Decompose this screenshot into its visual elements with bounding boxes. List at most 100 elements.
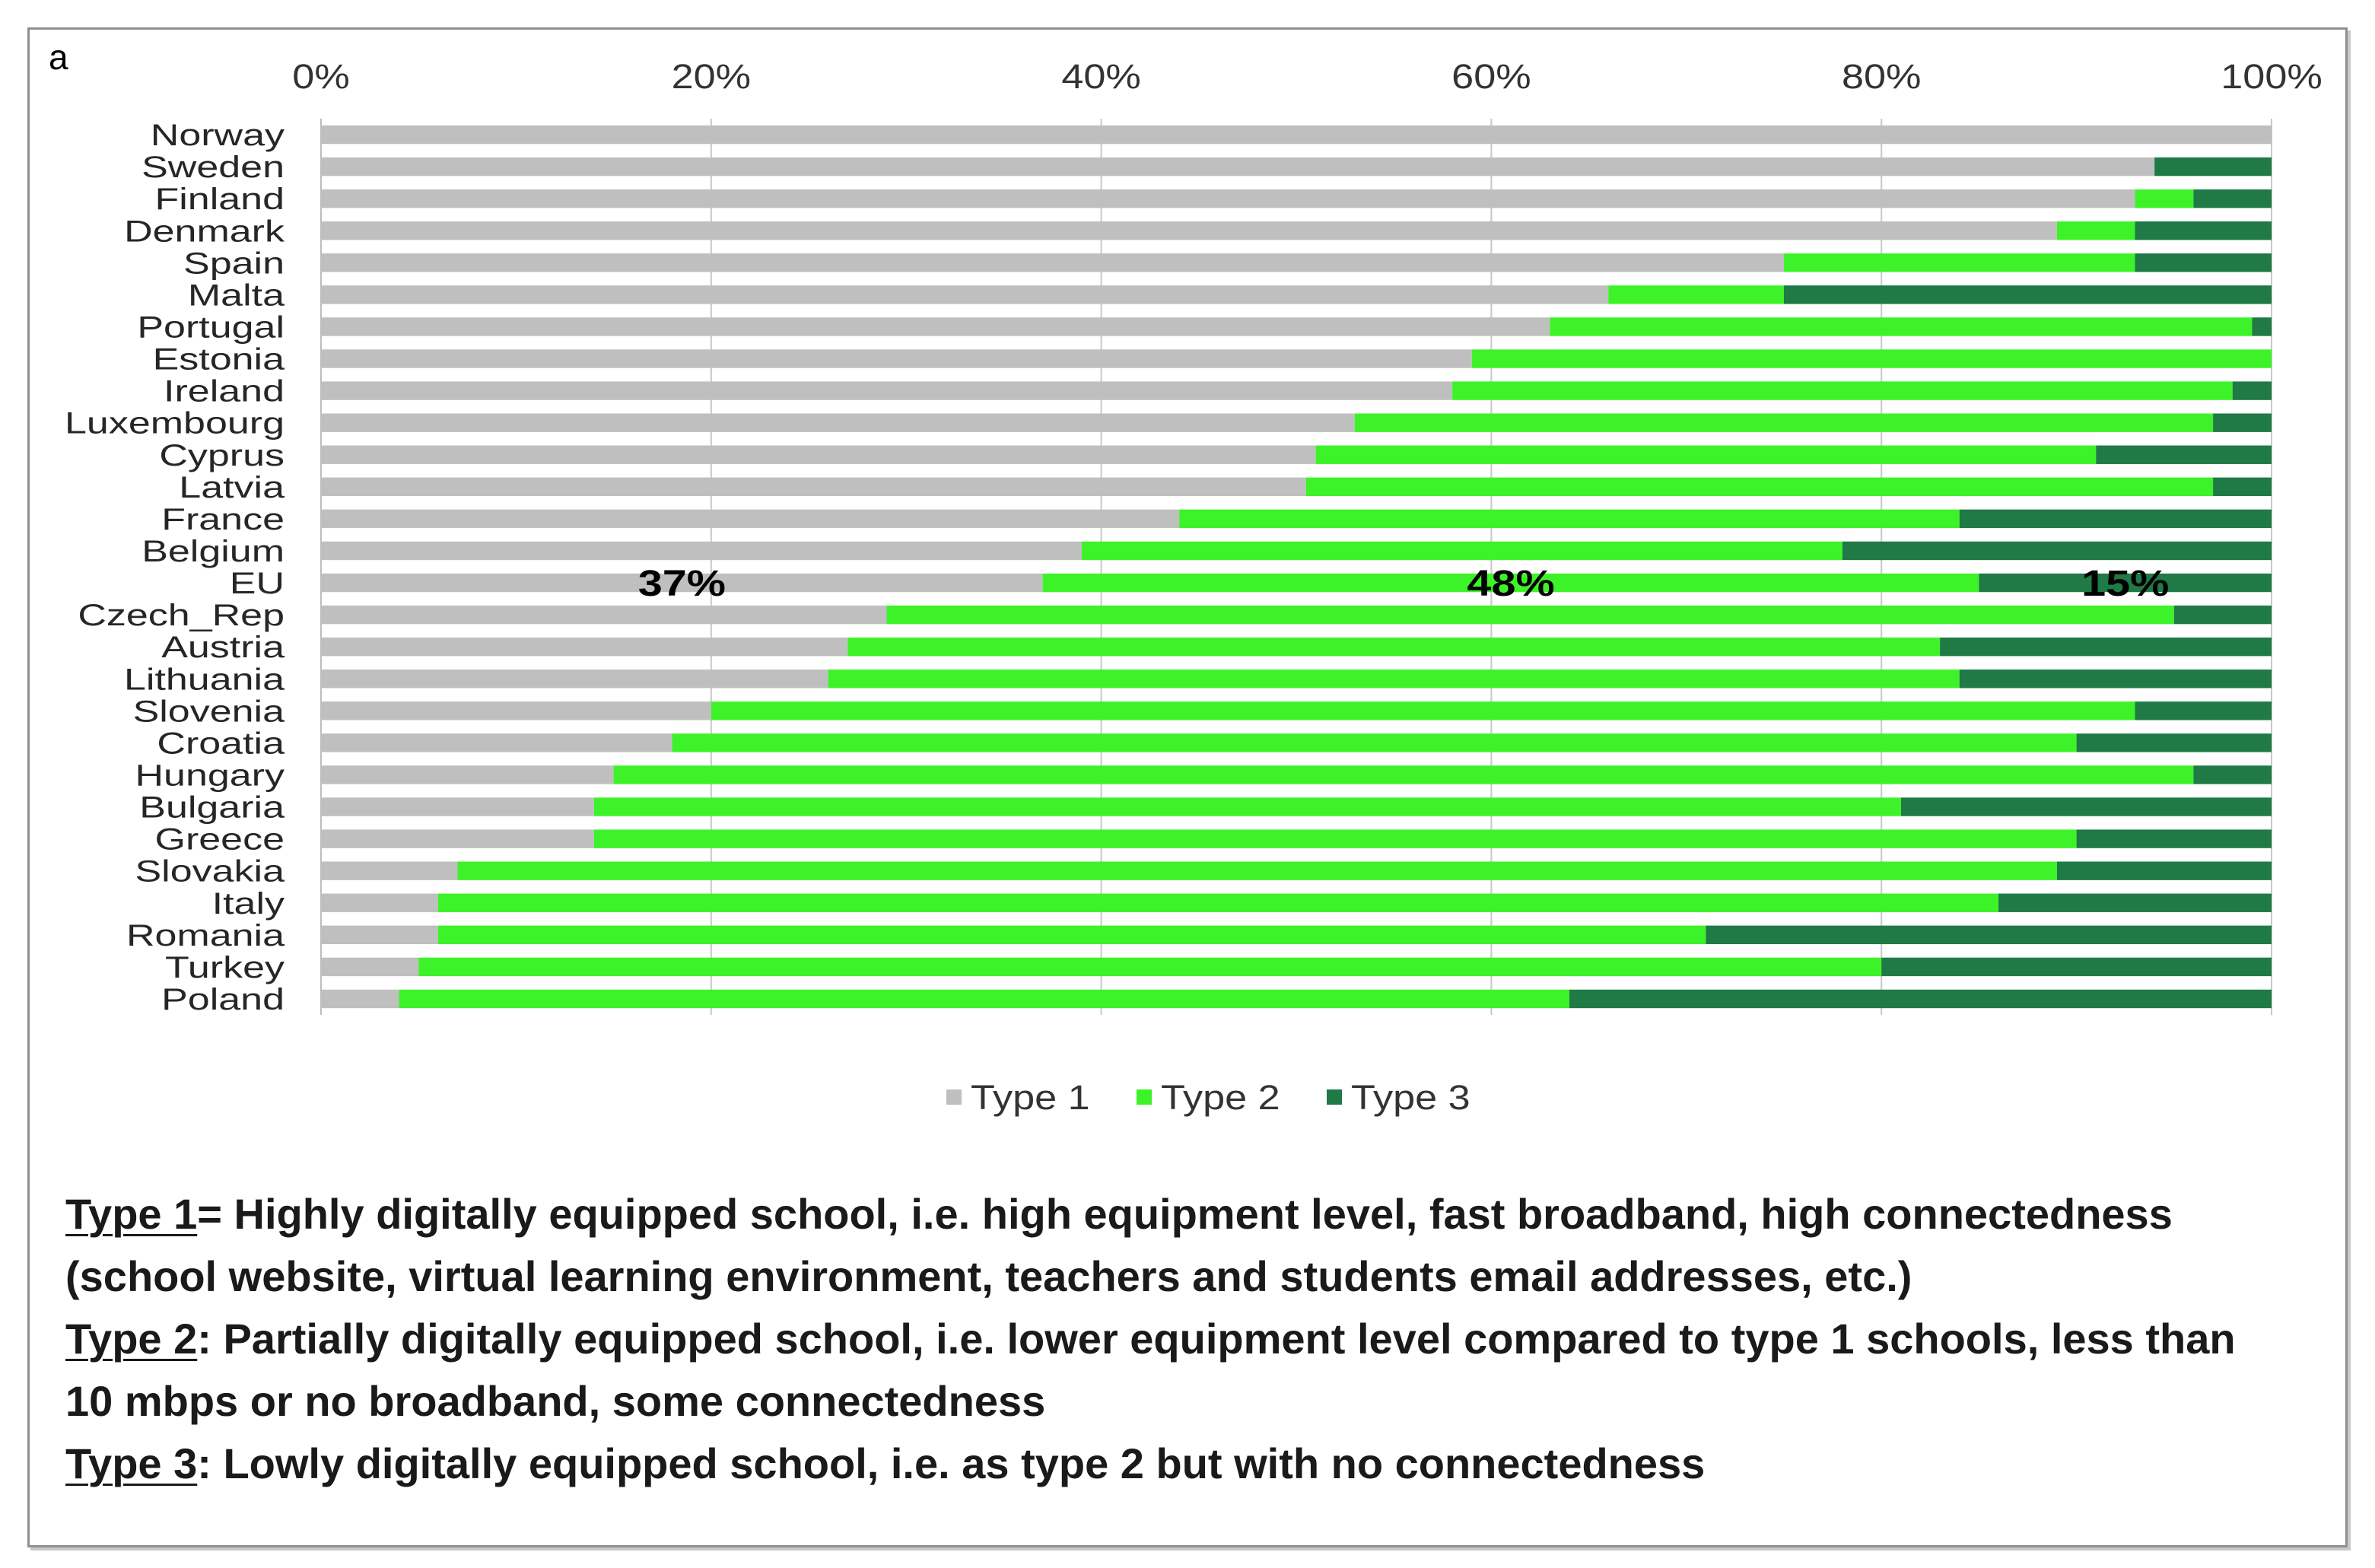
bar-segment-type-1 [321,701,711,720]
x-tick-label: 20% [672,58,751,96]
category-label: Denmark [124,214,285,248]
bar-row-sweden [321,157,2272,177]
bar-segment-type-2 [2135,189,2194,208]
bar-segment-type-2 [613,765,2194,784]
bar-row-portugal [321,317,2272,336]
bar-segment-type-1 [321,957,419,977]
bar-row-belgium [321,541,2272,561]
bar-row-ireland [321,381,2272,400]
bar-segment-type-2 [418,957,1882,977]
definition-term-type-2: Type 2 [65,1315,198,1363]
bar-segment-type-3 [2213,413,2272,432]
bar-segment-type-1 [321,125,2272,145]
bar-segment-type-3 [1842,541,2272,561]
bar-segment-type-3 [1881,957,2272,977]
definition-term-type-3: Type 3 [65,1439,198,1487]
category-label: Lithuania [124,662,285,696]
bar-segment-type-1 [321,317,1550,336]
category-label: France [161,502,285,536]
category-label: Turkey [165,950,285,984]
bar-segment-type-3 [2232,381,2272,400]
bar-segment-type-3 [2135,221,2272,240]
definition-type-1-line-1: Type 1= Highly digitally equipped school… [65,1183,2236,1245]
bar-segment-type-1 [321,413,1355,432]
figure-frame [27,27,2348,1547]
bar-segment-type-2 [1784,253,2135,272]
bar-row-croatia [321,733,2272,752]
bar-segment-type-3 [2096,445,2272,464]
bar-segment-type-3 [2193,189,2272,208]
bar-segment-type-1 [321,541,1082,561]
bar-segment-type-1 [321,765,614,784]
definition-type-2-line-2: 10 mbps or no broadband, some connectedn… [65,1370,2236,1433]
bar-segment-type-1 [321,893,438,912]
category-label: Ireland [164,374,285,408]
bar-row-romania [321,925,2272,945]
x-axis-tick-labels: 0% 20% 40% 60% 80% 100% [292,58,2322,96]
category-label: Portugal [137,310,285,344]
bar-segment-type-1 [321,285,1609,304]
category-label: Romania [126,918,285,953]
bar-segment-type-1 [321,797,594,816]
bar-row-bulgaria [321,797,2272,816]
bar-row-czech-rep [321,605,2272,625]
definition-type-2-line-1: Type 2: Partially digitally equipped sch… [65,1308,2236,1370]
bars [321,125,2272,1009]
bar-segment-type-2 [1452,381,2233,400]
stacked-bar-chart: 0% 20% 40% 60% 80% 100% NorwaySwedenFinlandDen… [65,58,2323,1117]
data-label: 15% [2081,563,2169,603]
bar-segment-type-1 [321,445,1316,464]
category-label: Latvia [179,470,285,504]
definition-text: : Partially digitally equipped school, i… [197,1315,2236,1363]
bar-segment-type-3 [1959,670,2272,689]
bar-segment-type-2 [1042,573,1979,593]
bar-row-poland [321,989,2272,1009]
category-label: Cyprus [159,438,285,472]
bar-row-austria [321,637,2272,657]
bar-row-estonia [321,349,2272,368]
category-labels: NorwaySwedenFinlandDenmarkSpainMaltaPort… [65,118,285,1016]
category-label: Greece [155,822,285,856]
bar-row-turkey [321,957,2272,977]
bar-row-lithuania [321,670,2272,689]
bar-row-finland [321,189,2272,208]
bar-segment-type-1 [321,189,2135,208]
bar-segment-type-2 [1608,285,1784,304]
bar-segment-type-2 [1315,445,2097,464]
bar-segment-type-1 [321,637,848,657]
category-label: Czech_Rep [78,598,285,632]
definition-type-3-line-1: Type 3: Lowly digitally equipped school,… [65,1433,2236,1495]
bar-segment-type-1 [321,381,1453,400]
bar-segment-type-2 [1305,477,2214,497]
category-label: Hungary [135,758,285,792]
bar-segment-type-3 [2076,733,2272,752]
x-tick-label: 40% [1061,58,1140,96]
bar-segment-type-1 [321,477,1306,497]
category-label: Belgium [141,534,285,568]
x-tick-label: 80% [1842,58,1921,96]
category-label: Sweden [141,150,285,184]
bar-segment-type-2 [1081,541,1842,561]
definition-text: (school website, virtual learning enviro… [65,1252,1912,1300]
bar-row-italy [321,893,2272,912]
bar-segment-type-1 [321,349,1472,368]
x-tick-label: 100% [2221,58,2322,96]
bar-segment-type-2 [399,989,1569,1009]
legend-item-type-1: Type 1 [946,1079,1090,1117]
category-label: Austria [161,630,285,664]
bar-segment-type-2 [828,670,1960,689]
bar-segment-type-3 [1900,797,2272,816]
bar-segment-type-2 [457,861,2057,880]
bar-row-latvia [321,477,2272,497]
legend-item-type-2: Type 2 [1137,1079,1280,1117]
data-label: 48% [1467,563,1554,603]
bar-segment-type-3 [2135,701,2272,720]
definition-text: = Highly digitally equipped school, i.e.… [197,1190,2173,1238]
x-tick-label: 60% [1451,58,1531,96]
category-label: EU [230,566,285,600]
bar-segment-type-3 [2252,317,2272,336]
bar-segment-type-3 [2076,829,2272,848]
bar-segment-type-2 [593,797,1901,816]
bar-segment-type-3 [2056,861,2272,880]
